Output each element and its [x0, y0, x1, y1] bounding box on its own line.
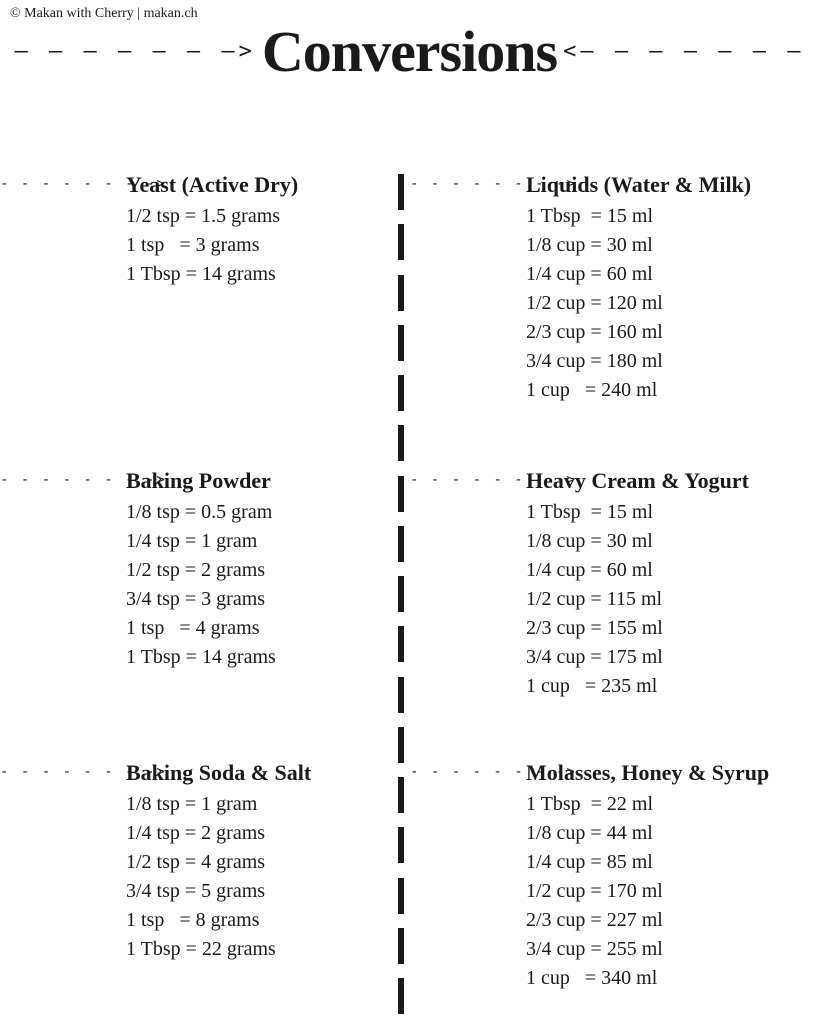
section-baking-soda-salt: - - - - - - - -> Baking Soda & Salt 1/8 …: [0, 760, 311, 964]
conversion-row: 1 tsp = 4 grams: [126, 614, 276, 643]
section-liquids: - - - - - - - -> Liquids (Water & Milk) …: [410, 172, 751, 405]
section-body: Baking Powder 1/8 tsp = 0.5 gram1/4 tsp …: [126, 468, 276, 672]
arrow-icon: - - - - - - - ->: [410, 176, 526, 192]
section-title: Baking Soda & Salt: [126, 760, 311, 786]
section-title: Liquids (Water & Milk): [526, 172, 751, 198]
conversion-row: 1 tsp = 3 grams: [126, 231, 298, 260]
conversion-row: 1/8 tsp = 1 gram: [126, 790, 311, 819]
conversion-row: 1 Tbsp = 22 ml: [526, 790, 769, 819]
conversion-row: 1/8 cup = 30 ml: [526, 231, 751, 260]
conversion-rows: 1/8 tsp = 1 gram1/4 tsp = 2 grams1/2 tsp…: [126, 790, 311, 964]
divider-dash: [398, 275, 404, 311]
divider-dash: [398, 626, 404, 662]
conversion-row: 1/4 cup = 60 ml: [526, 556, 749, 585]
conversion-row: 1/4 tsp = 1 gram: [126, 527, 276, 556]
divider-dash: [398, 878, 404, 914]
section-body: Baking Soda & Salt 1/8 tsp = 1 gram1/4 t…: [126, 760, 311, 964]
divider-dash: [398, 576, 404, 612]
divider-dash: [398, 978, 404, 1014]
section-title: Heavy Cream & Yogurt: [526, 468, 749, 494]
conversion-rows: 1/2 tsp = 1.5 grams1 tsp = 3 grams1 Tbsp…: [126, 202, 298, 289]
conversion-rows: 1 Tbsp = 15 ml1/8 cup = 30 ml1/4 cup = 6…: [526, 498, 749, 701]
conversion-row: 1 cup = 240 ml: [526, 376, 751, 405]
conversion-rows: 1 Tbsp = 15 ml1/8 cup = 30 ml1/4 cup = 6…: [526, 202, 751, 405]
divider-dash: [398, 224, 404, 260]
arrow-icon: - - - - - - - ->: [0, 176, 126, 192]
conversion-row: 3/4 tsp = 5 grams: [126, 877, 311, 906]
divider-dash: [398, 526, 404, 562]
conversion-rows: 1 Tbsp = 22 ml1/8 cup = 44 ml1/4 cup = 8…: [526, 790, 769, 993]
section-molasses-honey-syrup: - - - - - - - -> Molasses, Honey & Syrup…: [410, 760, 769, 993]
divider-dash: [398, 476, 404, 512]
divider-dash: [398, 174, 404, 210]
conversion-row: 1/2 tsp = 1.5 grams: [126, 202, 298, 231]
divider-dash: [398, 928, 404, 964]
section-heavy-cream-yogurt: - - - - - - - -> Heavy Cream & Yogurt 1 …: [410, 468, 749, 701]
conversion-row: 1 cup = 340 ml: [526, 964, 769, 993]
content-area: - - - - - - - -> Yeast (Active Dry) 1/2 …: [0, 160, 819, 1020]
conversion-row: 1/2 cup = 170 ml: [526, 877, 769, 906]
arrow-icon: - - - - - - - ->: [410, 764, 526, 780]
arrow-right-icon: – – – – – – –>: [14, 39, 255, 64]
divider-dash: [398, 375, 404, 411]
arrow-icon: - - - - - - - ->: [0, 764, 126, 780]
conversion-rows: 1/8 tsp = 0.5 gram1/4 tsp = 1 gram1/2 ts…: [126, 498, 276, 672]
divider-dash: [398, 777, 404, 813]
divider-dash: [398, 727, 404, 763]
conversion-row: 1/2 cup = 120 ml: [526, 289, 751, 318]
conversion-row: 3/4 tsp = 3 grams: [126, 585, 276, 614]
conversion-row: 1/2 cup = 115 ml: [526, 585, 749, 614]
conversion-row: 1/8 cup = 30 ml: [526, 527, 749, 556]
section-body: Yeast (Active Dry) 1/2 tsp = 1.5 grams1 …: [126, 172, 298, 289]
conversion-row: 1 Tbsp = 22 grams: [126, 935, 311, 964]
conversion-row: 1/4 cup = 85 ml: [526, 848, 769, 877]
conversion-row: 1 Tbsp = 15 ml: [526, 202, 751, 231]
section-body: Molasses, Honey & Syrup 1 Tbsp = 22 ml1/…: [526, 760, 769, 993]
conversion-row: 1/8 tsp = 0.5 gram: [126, 498, 276, 527]
conversion-row: 2/3 cup = 155 ml: [526, 614, 749, 643]
conversion-row: 1 Tbsp = 15 ml: [526, 498, 749, 527]
section-body: Heavy Cream & Yogurt 1 Tbsp = 15 ml1/8 c…: [526, 468, 749, 701]
section-title: Molasses, Honey & Syrup: [526, 760, 769, 786]
divider-dash: [398, 325, 404, 361]
conversion-row: 1 cup = 235 ml: [526, 672, 749, 701]
conversion-row: 2/3 cup = 227 ml: [526, 906, 769, 935]
section-yeast: - - - - - - - -> Yeast (Active Dry) 1/2 …: [0, 172, 298, 289]
section-body: Liquids (Water & Milk) 1 Tbsp = 15 ml1/8…: [526, 172, 751, 405]
section-title: Yeast (Active Dry): [126, 172, 298, 198]
conversion-row: 1 Tbsp = 14 grams: [126, 643, 276, 672]
divider-dash: [398, 425, 404, 461]
conversion-row: 1 tsp = 8 grams: [126, 906, 311, 935]
page-title: Conversions: [262, 18, 557, 85]
arrow-icon: - - - - - - - ->: [0, 472, 126, 488]
section-title: Baking Powder: [126, 468, 276, 494]
conversion-row: 3/4 cup = 180 ml: [526, 347, 751, 376]
conversion-row: 1/2 tsp = 2 grams: [126, 556, 276, 585]
conversion-row: 1/8 cup = 44 ml: [526, 819, 769, 848]
header: – – – – – – –> Conversions <– – – – – – …: [0, 18, 819, 85]
section-baking-powder: - - - - - - - -> Baking Powder 1/8 tsp =…: [0, 468, 276, 672]
conversion-row: 1 Tbsp = 14 grams: [126, 260, 298, 289]
conversion-row: 1/4 cup = 60 ml: [526, 260, 751, 289]
divider-dash: [398, 827, 404, 863]
conversion-row: 3/4 cup = 255 ml: [526, 935, 769, 964]
divider-dash: [398, 677, 404, 713]
conversion-row: 1/4 tsp = 2 grams: [126, 819, 311, 848]
center-divider: [398, 174, 404, 1014]
conversion-row: 2/3 cup = 160 ml: [526, 318, 751, 347]
arrow-left-icon: <– – – – – – –: [563, 39, 804, 64]
conversion-row: 1/2 tsp = 4 grams: [126, 848, 311, 877]
arrow-icon: - - - - - - - ->: [410, 472, 526, 488]
conversion-row: 3/4 cup = 175 ml: [526, 643, 749, 672]
